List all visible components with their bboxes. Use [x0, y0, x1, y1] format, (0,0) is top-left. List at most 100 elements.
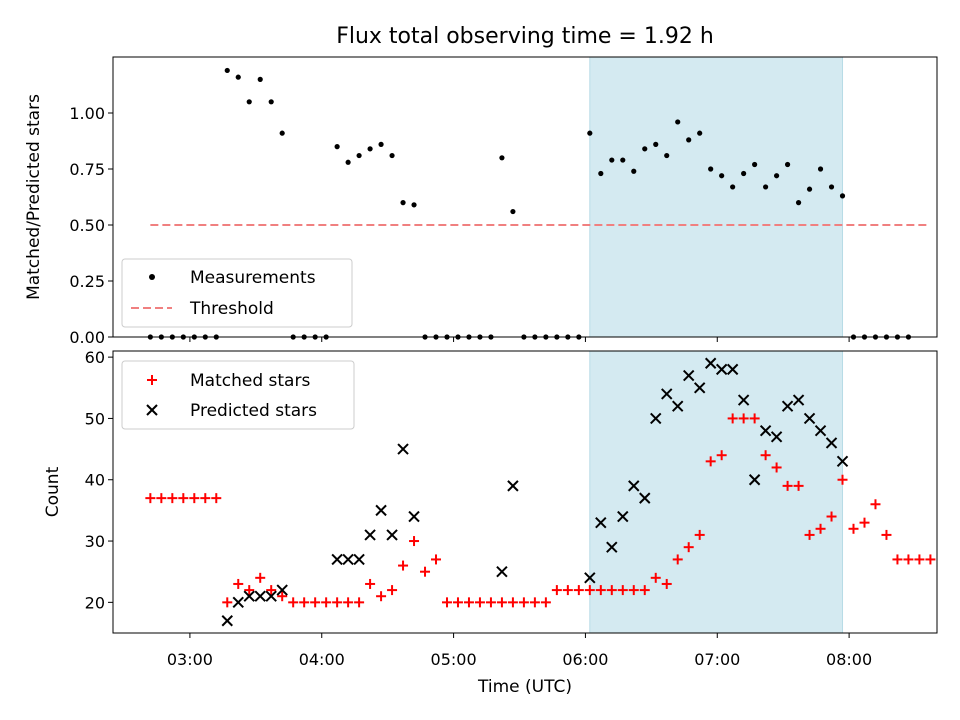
measurement-point: [356, 152, 362, 159]
measurement-point: [697, 130, 703, 136]
predicted-star-point: [375, 504, 387, 517]
matched-star-point: [606, 585, 617, 596]
predicted-star-point: [507, 480, 519, 492]
cross-stroke-b: [496, 565, 508, 578]
predicted-star-point: [606, 541, 618, 553]
matched-star-point: [529, 597, 540, 608]
predicted-star-point: [748, 474, 761, 486]
matched-star-point: [507, 597, 518, 608]
measurement-point: [334, 144, 340, 150]
matched-star-point: [441, 597, 452, 608]
matched-star-point: [233, 578, 244, 589]
cross-stroke-b: [375, 504, 387, 517]
cross-stroke-b: [331, 553, 343, 566]
top-legend: Measurements Threshold: [121, 258, 353, 328]
matched-star-point: [683, 542, 694, 553]
predicted-star-point: [770, 431, 783, 443]
measurement-point: [268, 99, 274, 105]
matched-star-point: [804, 529, 815, 540]
measurement-point: [587, 130, 593, 136]
predicted-star-point: [836, 455, 849, 468]
cross-stroke-b: [606, 541, 618, 553]
matched-star-point: [540, 597, 551, 608]
predicted-star-point: [397, 443, 409, 455]
measurement-point: [730, 184, 736, 190]
matched-star-point: [222, 597, 233, 608]
measurement-point: [246, 99, 252, 105]
matched-star-point: [145, 493, 156, 504]
matched-star-point: [661, 578, 672, 589]
y-tick-label: 60: [85, 348, 105, 367]
matched-star-point: [837, 474, 848, 485]
x-tick-label: 08:00: [826, 650, 872, 669]
cross-stroke-b: [672, 400, 684, 412]
predicted-star-point: [265, 590, 277, 602]
predicted-star-point: [408, 510, 420, 523]
count-panel: 20 30 40 50 60 03:00 04:00 05:00 06:00 07:00 08:0…: [43, 348, 938, 697]
predicted-star-point: [364, 529, 376, 541]
matched-star-point: [628, 585, 639, 596]
matched-star-point: [310, 597, 321, 608]
cross-stroke-b: [792, 394, 805, 406]
cross-stroke-b: [803, 412, 816, 425]
measurement-point: [400, 200, 406, 206]
matched-star-point: [694, 529, 705, 540]
y-tick-label: 0.50: [69, 216, 105, 235]
legend-label: Matched stars: [190, 371, 310, 391]
cross-stroke-b: [693, 382, 706, 394]
measurement-point: [631, 168, 637, 174]
x-axis-label: Time (UTC): [477, 677, 572, 697]
matched-star-point: [639, 585, 650, 596]
y-tick-label: 50: [85, 409, 105, 428]
predicted-star-point: [232, 596, 244, 609]
predicted-star-point: [221, 615, 233, 627]
measurement-point: [763, 184, 769, 190]
top-x-ticks: [189, 337, 850, 342]
matched-star-point: [617, 585, 628, 596]
predicted-star-point: [331, 553, 343, 566]
cross-stroke-b: [364, 529, 376, 541]
predicted-star-point: [693, 382, 706, 394]
cross-stroke-b: [682, 369, 695, 382]
matched-star-point: [211, 493, 222, 504]
matched-star-point: [167, 493, 178, 504]
matched-star-point: [815, 523, 826, 534]
bottom-axes-frame: [112, 350, 938, 634]
bottom-y-ticks: 20 30 40 50 60: [85, 348, 113, 612]
predicted-star-point: [353, 553, 365, 566]
matched-star-point: [793, 480, 804, 491]
matched-star-point: [650, 572, 661, 583]
top-y-axis-label: Matched/Predicted stars: [24, 94, 44, 300]
matched-star-point: [562, 585, 573, 596]
cross-stroke-b: [748, 474, 761, 486]
legend-predicted-marker: [146, 404, 158, 416]
legend-box: [121, 258, 353, 328]
cross-stroke-b: [342, 553, 354, 566]
bottom-x-ticks: 03:00 04:00 05:00 06:00 07:00 08:00: [167, 633, 872, 669]
predicted-star-point: [342, 553, 354, 566]
measurement-point: [620, 157, 626, 163]
predicted-star-point: [650, 412, 662, 425]
x-tick-label: 04:00: [299, 650, 345, 669]
measurement-point: [773, 173, 780, 179]
cross-stroke-b: [232, 596, 244, 609]
predicted-star-point: [595, 516, 607, 529]
cross-stroke-b: [243, 590, 255, 602]
measurement-point: [806, 186, 813, 192]
matched-star-point: [771, 462, 782, 473]
legend-label: Predicted stars: [190, 401, 317, 421]
matched-star-point: [881, 529, 892, 540]
top-y-ticks: 0.00 0.25 0.50 0.75 1.00: [69, 104, 113, 347]
matched-star-point: [365, 578, 376, 589]
cross-stroke-b: [507, 480, 519, 492]
y-tick-label: 0.75: [69, 160, 105, 179]
matched-star-point: [277, 591, 288, 602]
cross-stroke-b: [353, 553, 365, 566]
matched-star-point: [288, 597, 299, 608]
y-tick-label: 40: [85, 471, 105, 490]
bottom-y-axis-label: Count: [43, 466, 63, 517]
measurement-point: [719, 173, 725, 179]
x-tick-label: 05:00: [431, 650, 477, 669]
measurement-point: [389, 152, 395, 159]
matched-star-point: [255, 572, 266, 583]
